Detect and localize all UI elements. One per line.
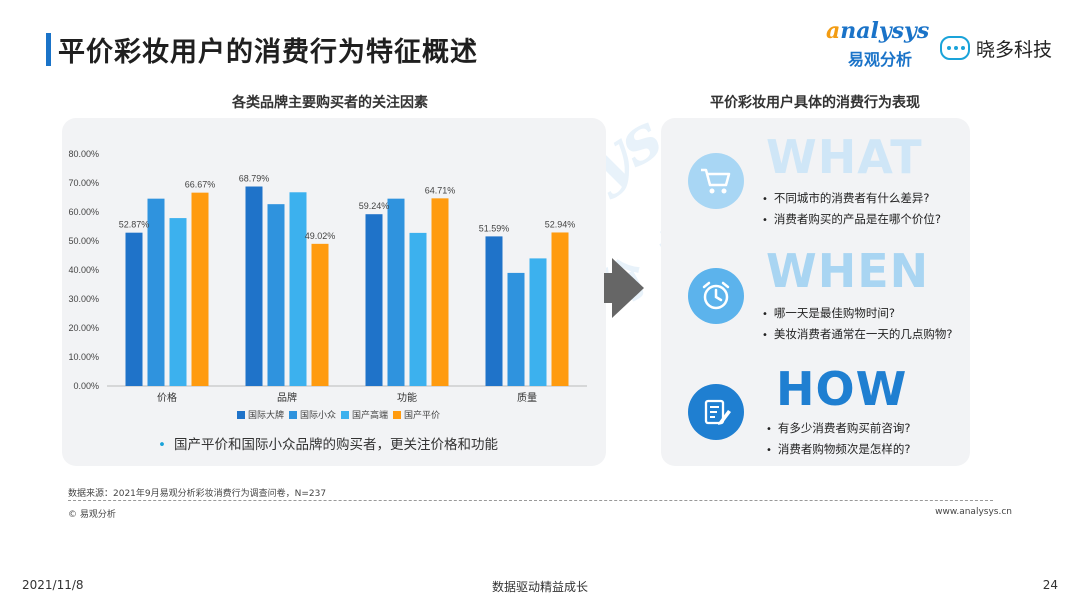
- y-tick-label: 40.00%: [68, 265, 99, 275]
- bar-2-3: [529, 258, 547, 386]
- y-tick-label: 50.00%: [68, 236, 99, 246]
- clipboard-edit-icon: [688, 384, 744, 440]
- data-label: 68.79%: [239, 174, 270, 184]
- how-heading: HOW: [776, 362, 908, 416]
- y-tick-label: 20.00%: [68, 323, 99, 333]
- partner-logo: 晓多科技: [940, 32, 1052, 64]
- x-tick-label: 质量: [517, 392, 537, 404]
- slogan: 数据驱动精益成长: [491, 580, 588, 594]
- when-item-2: • 美妆消费者通常在一天的几点购物?: [762, 327, 953, 341]
- bar-2-1: [289, 192, 307, 386]
- legend-swatch-1: [289, 411, 297, 419]
- behavior-subtitle: 平价彩妆用户具体的消费行为表现: [710, 95, 920, 111]
- what-item-2: • 消费者购买的产品是在哪个价位?: [762, 212, 942, 226]
- what-item-1: • 不同城市的消费者有什么差异?: [762, 191, 930, 205]
- data-label: 64.71%: [425, 185, 456, 195]
- legend-swatch-0: [237, 411, 245, 419]
- data-label: 52.87%: [119, 220, 150, 230]
- chart-note: • 国产平价和国际小众品牌的购买者，更关注价格和功能: [158, 437, 498, 453]
- y-tick-label: 70.00%: [68, 178, 99, 188]
- analysys-logo: analysys 易观分析: [826, 18, 930, 69]
- data-label: 59.24%: [359, 201, 390, 211]
- legend-swatch-2: [341, 411, 349, 419]
- bar-1-2: [387, 198, 405, 386]
- when-heading: WHEN: [766, 244, 930, 298]
- report-date: 2021/11/8: [22, 578, 84, 592]
- bar-1-0: [147, 198, 165, 386]
- website-url: www.analysys.cn: [935, 507, 1012, 517]
- data-label: 66.67%: [185, 180, 216, 190]
- legend-swatch-3: [393, 411, 401, 419]
- chart-subtitle: 各类品牌主要购买者的关注因素: [232, 95, 428, 111]
- footer-divider: [68, 500, 993, 501]
- y-tick-label: 60.00%: [68, 207, 99, 217]
- bar-1-1: [267, 204, 285, 386]
- bar-3-2: [431, 198, 449, 386]
- robot-icon: [940, 36, 970, 60]
- legend-label-2: 国产高端: [352, 409, 388, 421]
- copyright: © 易观分析: [68, 510, 116, 520]
- bar-3-0: [191, 192, 209, 386]
- data-source: 数据来源：2021年9月易观分析彩妆消费行为调查问卷，N=237: [68, 489, 327, 499]
- page-title: 平价彩妆用户的消费行为特征概述: [58, 37, 478, 68]
- title-accent-bar: [46, 33, 51, 66]
- shopping-cart-icon: [688, 153, 744, 209]
- bar-3-1: [311, 243, 329, 386]
- legend-label-3: 国产平价: [404, 409, 440, 421]
- how-item-1: • 有多少消费者购买前咨询?: [766, 421, 911, 435]
- bar-0-3: [485, 236, 503, 386]
- how-item-2: • 消费者购物频次是怎样的?: [766, 442, 911, 456]
- y-tick-label: 10.00%: [68, 352, 99, 362]
- bar-0-0: [125, 232, 143, 386]
- what-heading: WHAT: [766, 130, 923, 184]
- legend-label-0: 国际大牌: [248, 409, 284, 421]
- y-tick-label: 0.00%: [73, 381, 99, 391]
- data-label: 51.59%: [479, 223, 510, 233]
- x-tick-label: 品牌: [277, 391, 297, 404]
- bar-3-3: [551, 232, 569, 386]
- alarm-clock-icon: [688, 268, 744, 324]
- y-tick-label: 30.00%: [68, 294, 99, 304]
- arrow-right-icon: [612, 258, 644, 318]
- x-tick-label: 功能: [397, 391, 417, 404]
- when-item-1: • 哪一天是最佳购物时间?: [762, 306, 896, 320]
- bar-1-3: [507, 272, 525, 386]
- x-tick-label: 价格: [157, 391, 177, 404]
- bar-chart: 0.00% 10.00% 20.00% 30.00% 40.00% 50.00% 60.00…: [68, 149, 587, 421]
- page-number: 24: [1042, 578, 1058, 592]
- legend-label-1: 国际小众: [300, 410, 336, 421]
- bar-2-2: [409, 232, 427, 386]
- bar-2-0: [169, 218, 187, 386]
- arrow-stem: [604, 273, 614, 303]
- data-label: 52.94%: [545, 219, 576, 229]
- partner-name: 晓多科技: [976, 38, 1053, 61]
- bar-0-1: [245, 186, 263, 386]
- data-label: 49.02%: [305, 231, 336, 241]
- bar-0-2: [365, 214, 383, 386]
- y-tick-label: 80.00%: [68, 149, 99, 159]
